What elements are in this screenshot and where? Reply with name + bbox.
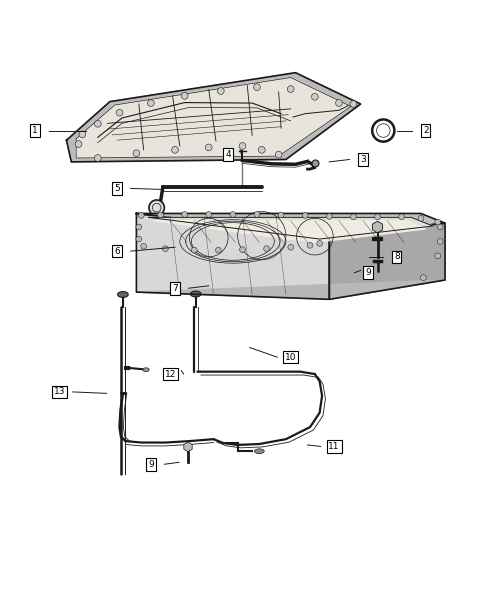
Circle shape xyxy=(417,216,423,221)
Circle shape xyxy=(205,211,211,217)
Circle shape xyxy=(239,143,245,150)
Circle shape xyxy=(374,214,379,220)
Circle shape xyxy=(349,101,356,107)
Circle shape xyxy=(437,239,442,244)
Circle shape xyxy=(205,144,212,151)
Circle shape xyxy=(171,147,178,153)
Ellipse shape xyxy=(143,368,149,372)
Circle shape xyxy=(136,224,141,230)
Circle shape xyxy=(254,211,259,217)
Text: 4: 4 xyxy=(225,150,230,159)
Text: 6: 6 xyxy=(114,247,120,256)
Circle shape xyxy=(136,236,141,242)
Polygon shape xyxy=(148,217,432,239)
Circle shape xyxy=(278,212,284,218)
Polygon shape xyxy=(136,213,444,237)
Text: 10: 10 xyxy=(285,353,296,362)
Circle shape xyxy=(253,84,260,91)
Circle shape xyxy=(335,100,342,107)
Circle shape xyxy=(258,147,265,153)
Text: 8: 8 xyxy=(393,253,399,262)
Circle shape xyxy=(437,224,442,230)
Circle shape xyxy=(302,213,307,219)
Circle shape xyxy=(75,141,82,147)
Circle shape xyxy=(157,212,163,218)
Polygon shape xyxy=(66,72,360,162)
Text: 7: 7 xyxy=(172,284,178,293)
Circle shape xyxy=(326,213,332,219)
Circle shape xyxy=(434,219,440,225)
Circle shape xyxy=(287,244,293,250)
Text: 11: 11 xyxy=(328,442,339,451)
Text: 5: 5 xyxy=(114,184,120,193)
Polygon shape xyxy=(153,221,425,243)
Circle shape xyxy=(420,274,425,280)
Ellipse shape xyxy=(117,292,128,297)
Circle shape xyxy=(217,88,224,94)
Circle shape xyxy=(434,253,440,259)
Text: 3: 3 xyxy=(360,155,365,164)
Circle shape xyxy=(182,211,187,217)
Text: 9: 9 xyxy=(148,460,153,469)
Ellipse shape xyxy=(254,449,264,454)
Circle shape xyxy=(147,100,154,107)
Circle shape xyxy=(311,94,318,100)
Circle shape xyxy=(116,110,122,116)
Text: 9: 9 xyxy=(364,269,370,277)
Circle shape xyxy=(316,240,322,246)
Polygon shape xyxy=(136,280,444,299)
Circle shape xyxy=(133,150,139,157)
Circle shape xyxy=(140,243,146,249)
Polygon shape xyxy=(76,78,350,158)
Circle shape xyxy=(149,200,164,216)
Text: 13: 13 xyxy=(53,388,65,396)
Text: 2: 2 xyxy=(422,126,428,135)
Polygon shape xyxy=(136,213,329,299)
Circle shape xyxy=(239,247,245,253)
Text: 1: 1 xyxy=(32,126,38,135)
Circle shape xyxy=(162,246,168,252)
Circle shape xyxy=(138,213,144,219)
Circle shape xyxy=(181,92,188,99)
Circle shape xyxy=(287,85,293,92)
Circle shape xyxy=(94,120,101,127)
Circle shape xyxy=(191,247,197,253)
Polygon shape xyxy=(329,223,444,299)
Circle shape xyxy=(79,131,86,138)
Circle shape xyxy=(275,151,282,158)
Circle shape xyxy=(94,155,101,161)
Circle shape xyxy=(263,246,269,252)
Circle shape xyxy=(229,211,235,217)
Circle shape xyxy=(350,214,356,220)
Circle shape xyxy=(215,247,221,253)
Ellipse shape xyxy=(190,291,200,297)
Circle shape xyxy=(398,214,404,220)
Circle shape xyxy=(306,243,312,248)
Text: 12: 12 xyxy=(164,369,176,379)
